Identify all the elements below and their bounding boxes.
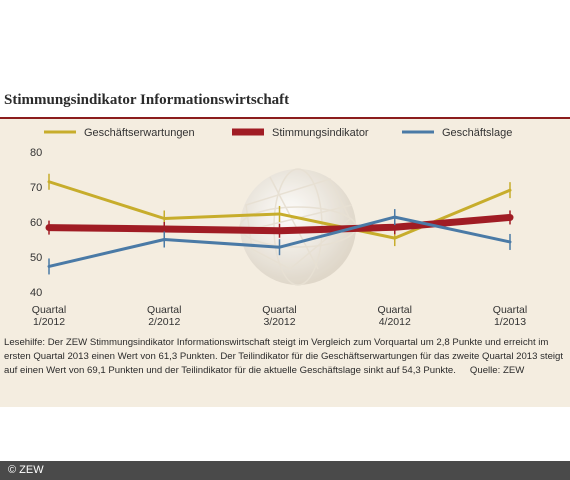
y-tick-label-1: 50 [30, 252, 42, 264]
caption: Lesehilfe: Der ZEW Stimmungsindikator In… [4, 336, 566, 378]
source-label: Quelle: ZEW [469, 365, 525, 376]
legend-label-gesch-ftslage: Geschäftslage [442, 127, 512, 139]
y-tick-label-2: 60 [30, 217, 42, 229]
x-tick-label-0: Quartal 1/2012 [32, 304, 66, 328]
footer-bar: © ZEW [0, 461, 570, 480]
series-group [45, 173, 514, 275]
x-tick-label-4: Quartal 1/2013 [493, 304, 527, 328]
legend-label-stimmungsindikator: Stimmungsindikator [272, 127, 369, 139]
line-chart: Geschäftserwartungen Stimmungsindikator Ge… [30, 127, 527, 328]
caption-text: Lesehilfe: Der ZEW Stimmungsindikator In… [4, 337, 564, 376]
y-tick-label-3: 70 [30, 182, 42, 194]
y-tick-label-0: 40 [30, 287, 42, 299]
x-tick-label-3: Quartal 4/2012 [378, 304, 412, 328]
copyright-label: © ZEW [8, 464, 44, 476]
x-tick-label-2: Quartal 3/2012 [262, 304, 296, 328]
legend-label-gesch-ftserwartungen: Geschäftserwartungen [84, 127, 195, 139]
legend: Geschäftserwartungen Stimmungsindikator Ge… [44, 127, 512, 139]
y-axis: 40 50 60 70 80 [30, 147, 42, 299]
x-tick-label-1: Quartal 2/2012 [147, 304, 181, 328]
x-axis: Quartal 1/2012 Quartal 2/2012 Quartal 3/2012 Q… [32, 304, 527, 328]
chart-title: Stimmungsindikator Informationswirtschaf… [4, 92, 290, 108]
y-tick-label-4: 80 [30, 147, 42, 159]
